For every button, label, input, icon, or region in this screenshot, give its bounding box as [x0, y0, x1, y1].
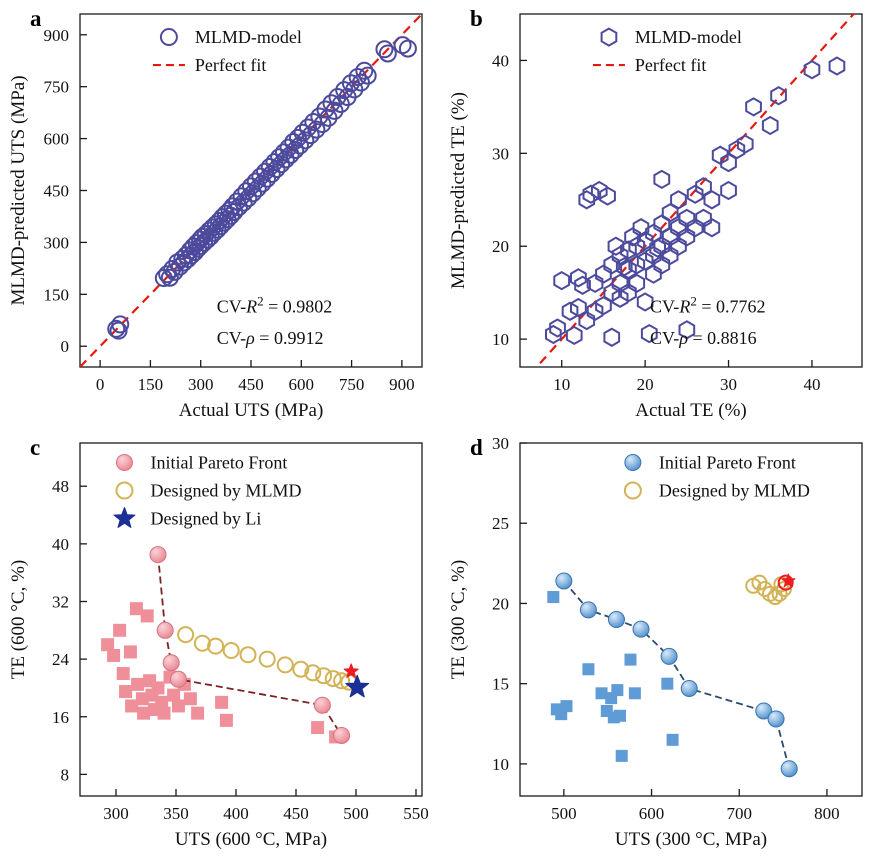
panel-letter-a: a: [30, 6, 42, 31]
plot-area: [80, 14, 422, 367]
legend-label: Perfect fit: [635, 55, 706, 75]
y-tick-label: 150: [44, 285, 70, 304]
initial-pareto-front-series: [555, 572, 798, 778]
y-tick-label: 24: [52, 650, 70, 669]
legend-label: Designed by Li: [150, 509, 261, 529]
samples-series: [547, 591, 679, 762]
x-tick-label: 10: [553, 375, 570, 394]
x-tick-label: 800: [814, 804, 840, 823]
y-tick-label: 30: [492, 434, 509, 453]
x-tick-label: 450: [283, 804, 309, 823]
x-tick-label: 350: [163, 804, 189, 823]
designed-star-red-series: [343, 663, 359, 678]
legend-label: MLMD-model: [635, 27, 742, 47]
mlmd-model-series: [107, 36, 417, 340]
plot-area: [547, 572, 798, 778]
legend-label: MLMD-model: [195, 27, 302, 47]
panel-d: d 500 600 700 800 10 15 20 25 30 UTS (300 °C, MPa…: [440, 429, 880, 858]
x-tick-label: 400: [223, 804, 249, 823]
panel-c: c 300 350 400 450 500 550 8 16 24 32 40 48 UTS (600 …: [0, 429, 440, 858]
x-tick-label: 900: [389, 375, 415, 394]
axes-frame: [519, 442, 863, 797]
y-tick-label: 8: [61, 765, 70, 784]
chart-b-te-parity-plot: 10 20 30 40 10 20 30 40 Actual TE (%) MLMD-predic…: [448, 13, 863, 421]
y-tick-label: 20: [492, 237, 509, 256]
chart-c-pareto-600c: 300 350 400 450 500 550 8 16 24 32 40 48 UTS (600 °C…: [8, 442, 429, 850]
y-tick-label: 300: [44, 233, 70, 252]
panel-a: a 0 150 300 450 600 750 900 0 150 300 450 600 750 900…: [0, 0, 440, 429]
y-tick-label: 10: [492, 755, 509, 774]
y-tick-label: 450: [44, 182, 70, 201]
x-axis-label: Actual UTS (MPa): [179, 400, 324, 421]
x-tick-label: 30: [720, 375, 737, 394]
axes-frame: [519, 13, 863, 368]
stat-annotation: CV-ρ = 0.8816: [650, 328, 757, 348]
x-tick-label: 0: [96, 375, 105, 394]
designed-by-mlmd-series: [745, 574, 792, 606]
x-axis-label: UTS (600 °C, MPa): [175, 829, 327, 850]
legend: Initial Pareto Front Designed by MLMD: [623, 453, 810, 501]
mlmd-model-series: [545, 56, 846, 347]
y-tick-label: 600: [44, 130, 70, 149]
stat-annotation: CV-R2​ = 0.7762: [650, 293, 766, 316]
x-tick-label: 750: [339, 375, 365, 394]
y-tick-label: 40: [52, 535, 69, 554]
panel-letter-c: c: [30, 435, 41, 460]
designed-by-li-series: [345, 674, 370, 698]
y-tick-label: 30: [492, 144, 509, 163]
chart-a-uts-parity-plot: 0 150 300 450 600 750 900 0 150 300 450 600 750 900 Ac…: [8, 13, 423, 421]
chart-d-pareto-300c: 500 600 700 800 10 15 20 25 30 UTS (300 °C, MPa) T…: [448, 434, 863, 850]
legend-label: Designed by MLMD: [659, 481, 810, 501]
x-tick-label: 550: [403, 804, 429, 823]
x-tick-label: 300: [188, 375, 214, 394]
designed-circle-red-series: [777, 574, 794, 591]
x-axis-label: UTS (300 °C, MPa): [615, 829, 767, 850]
stat-annotation: CV-ρ = 0.9912: [217, 328, 324, 348]
legend-label: Initial Pareto Front: [150, 453, 287, 473]
x-tick-label: 20: [637, 375, 654, 394]
x-tick-label: 500: [343, 804, 369, 823]
y-tick-label: 0: [61, 337, 70, 356]
x-tick-label: 150: [138, 375, 164, 394]
y-tick-label: 900: [44, 26, 70, 45]
legend: Initial Pareto Front Designed by MLMD Desi…: [113, 453, 301, 529]
panel-b: b 10 20 30 40 10 20 30 40 Actual TE (%) MLMD-pred…: [440, 0, 880, 429]
plot-area: [101, 546, 370, 744]
y-tick-label: 20: [492, 594, 509, 613]
legend-label: Perfect fit: [195, 55, 266, 75]
panel-letter-b: b: [470, 6, 483, 31]
y-tick-label: 32: [52, 592, 69, 611]
y-axis-label: TE (300 °C, %): [448, 560, 469, 679]
legend-label: Designed by MLMD: [150, 481, 301, 501]
y-axis-label: MLMD-predicted UTS (MPa): [8, 75, 29, 305]
y-tick-label: 15: [492, 675, 509, 694]
legend: MLMD-model Perfect fit: [592, 27, 742, 75]
x-axis-label: Actual TE (%): [635, 400, 747, 421]
x-tick-label: 500: [551, 804, 577, 823]
x-tick-label: 450: [238, 375, 264, 394]
x-tick-label: 40: [803, 375, 820, 394]
y-tick-label: 48: [52, 477, 69, 496]
y-tick-label: 16: [52, 708, 69, 727]
initial-pareto-front-series: [149, 546, 351, 744]
y-tick-label: 750: [44, 78, 70, 97]
axes-frame: [79, 442, 423, 797]
x-tick-label: 600: [639, 804, 665, 823]
plot-area: [535, 14, 856, 367]
designed-by-mlmd-series: [177, 626, 358, 691]
stat-annotation: CV-R2​ = 0.9802: [217, 293, 333, 316]
x-tick-label: 600: [289, 375, 315, 394]
legend: MLMD-model Perfect fit: [152, 27, 302, 75]
y-tick-label: 10: [492, 330, 509, 349]
x-tick-label: 700: [726, 804, 752, 823]
designed-star-red-series: [781, 573, 796, 588]
legend-label: Initial Pareto Front: [659, 453, 796, 473]
y-tick-label: 40: [492, 51, 509, 70]
y-tick-label: 25: [492, 514, 509, 533]
y-axis-label: MLMD-predicted TE (%): [448, 92, 469, 289]
y-axis-label: TE (600 °C, %): [8, 560, 29, 679]
panel-letter-d: d: [470, 435, 483, 460]
x-tick-label: 300: [103, 804, 129, 823]
